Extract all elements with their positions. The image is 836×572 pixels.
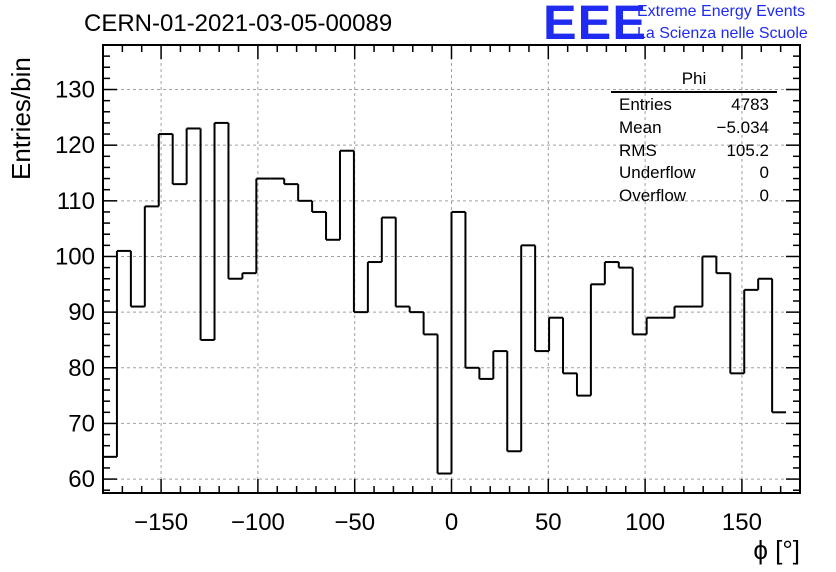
stats-value: 105.2 xyxy=(726,140,769,160)
x-tick-label: 50 xyxy=(535,509,562,536)
axis-ticks xyxy=(102,44,801,493)
stats-value: 0 xyxy=(759,163,769,183)
x-tick-label: 0 xyxy=(445,509,458,536)
y-axis-label: Entries/bin xyxy=(6,57,36,180)
stats-label: Mean xyxy=(619,117,662,137)
stats-label: RMS xyxy=(619,140,657,160)
stats-row: Entries 4783 xyxy=(611,94,777,117)
stats-value: 4783 xyxy=(731,95,769,114)
stats-box: Phi Entries 4783 Mean −5.034 RMS 105.2 Unde… xyxy=(611,68,777,208)
x-tick-label: 100 xyxy=(625,509,665,536)
stats-label: Overflow xyxy=(619,186,687,206)
y-tick-label: 130 xyxy=(55,77,95,104)
logo-line-1: Extreme Energy Events xyxy=(637,3,806,20)
stats-label: Underflow xyxy=(619,163,696,183)
y-tick-label: 110 xyxy=(57,188,95,215)
y-tick-label: 90 xyxy=(68,299,95,326)
stats-label: Entries xyxy=(619,95,672,114)
logo-line-2: La Scienza nelle Scuole xyxy=(637,25,808,42)
y-tick-label: 70 xyxy=(68,410,95,437)
x-tick-label: 150 xyxy=(722,509,762,536)
stats-row: Mean −5.034 xyxy=(611,117,777,140)
stats-row: Underflow 0 xyxy=(611,162,777,185)
tick-labels: −150 −100 −50 0 50 100 150 60 70 80 90 100 110 120 130 xyxy=(55,77,762,536)
y-tick-label: 120 xyxy=(55,132,95,159)
stats-row: Overflow 0 xyxy=(611,185,777,208)
stats-row: RMS 105.2 xyxy=(611,140,777,163)
x-tick-label: −50 xyxy=(334,509,375,536)
stats-name: Phi xyxy=(611,68,777,93)
x-tick-label: −100 xyxy=(231,509,285,536)
y-tick-label: 80 xyxy=(68,355,95,382)
eee-logo: EEE xyxy=(543,0,647,50)
y-tick-label: 100 xyxy=(55,243,95,270)
stats-value: 0 xyxy=(759,186,769,206)
y-tick-label: 60 xyxy=(68,466,95,493)
chart-title: CERN-01-2021-03-05-00089 xyxy=(84,10,393,37)
x-axis-label: ϕ [°] xyxy=(753,535,800,565)
x-tick-label: −150 xyxy=(134,509,188,536)
stats-value: −5.034 xyxy=(716,117,769,137)
